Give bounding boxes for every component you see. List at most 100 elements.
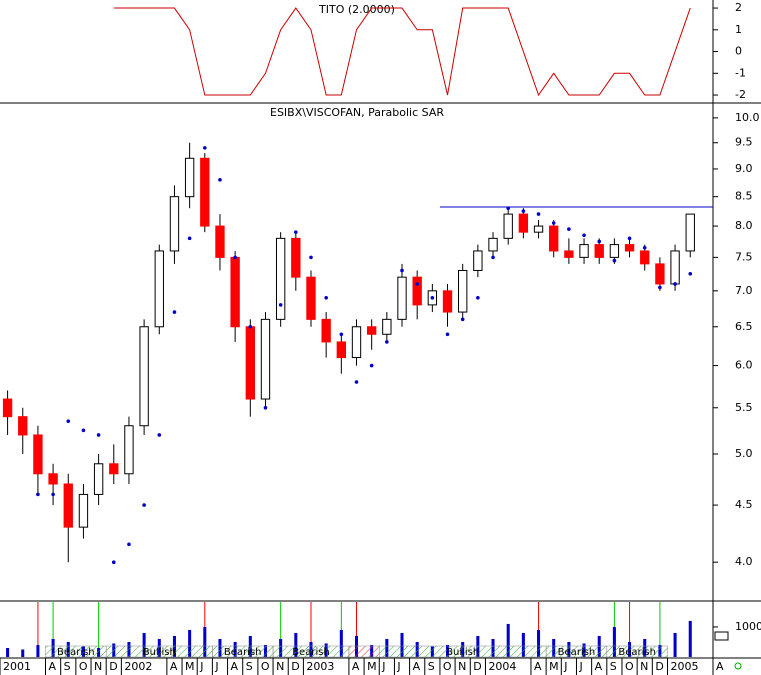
sar-dot — [233, 255, 237, 260]
candle-body — [503, 213, 513, 239]
sar-dot — [491, 255, 495, 260]
y-tick-label: 10000 — [735, 620, 761, 633]
sar-dot — [278, 303, 283, 307]
y-tick-label: -2 — [735, 88, 746, 101]
sar-dot — [354, 380, 359, 384]
candle-body — [351, 326, 362, 359]
sar-dot — [36, 492, 40, 497]
x-tick-label: O — [625, 660, 634, 673]
sar-dot — [157, 433, 162, 437]
candle-body — [230, 256, 240, 328]
candle-body — [336, 341, 347, 359]
y-tick-label: 9.0 — [735, 162, 753, 175]
x-tick-label: S — [246, 660, 253, 673]
volume-bar — [36, 644, 40, 657]
candle-body — [685, 213, 695, 252]
candle-body — [382, 318, 392, 335]
x-tick-label: J — [214, 660, 218, 673]
x-tick-label: N — [640, 660, 648, 673]
x-tick-label: N — [94, 660, 102, 673]
sar-dot — [400, 268, 404, 273]
sar-dot — [218, 178, 222, 182]
regime-band — [348, 645, 380, 658]
candle-body — [184, 157, 195, 198]
regime-label: Bullish — [446, 647, 479, 658]
x-tick-label: N — [276, 660, 284, 673]
candle-body — [33, 434, 43, 475]
x-tick-label: 2003 — [306, 660, 334, 673]
sar-dot — [81, 428, 86, 433]
volume-bar — [506, 623, 510, 657]
candle-body — [488, 237, 498, 252]
x-tick-label: M — [549, 660, 559, 673]
candle-body — [321, 318, 331, 343]
candle-body — [397, 276, 407, 320]
candle-body — [124, 425, 134, 475]
volume-bar — [673, 632, 677, 657]
x-tick-label: 2004 — [488, 660, 516, 673]
y-tick-label: 7.5 — [735, 250, 753, 263]
x-tick-label: A — [534, 660, 542, 673]
x-tick-label: S — [428, 660, 435, 673]
candle-body — [306, 276, 316, 320]
x-tick-label: D — [655, 660, 663, 673]
y-tick-label: 9.5 — [735, 136, 753, 149]
candle-body — [640, 250, 650, 265]
sar-dot — [415, 282, 419, 286]
candle-body — [518, 213, 529, 233]
candle-body — [78, 493, 89, 528]
candle-body — [93, 463, 104, 495]
x-tick-label: N — [458, 660, 466, 673]
regime-label: Bearish — [292, 647, 330, 658]
candle-body — [200, 157, 210, 227]
x-tick-label: J — [381, 660, 385, 673]
y-tick-label: 7.0 — [735, 284, 753, 297]
candle-body — [655, 263, 665, 285]
volume-bar — [537, 629, 541, 657]
candle-body — [2, 398, 13, 418]
candle-body — [458, 269, 468, 313]
volume-bar — [6, 647, 10, 657]
x-tick-label: 2002 — [124, 660, 152, 673]
x-tick-label: O — [443, 660, 452, 673]
regime-label: Bullish — [143, 647, 176, 658]
regime-label: Bearish — [224, 647, 262, 658]
y-tick-label: 8.0 — [735, 219, 753, 232]
candle-body — [609, 244, 620, 258]
candle-body — [579, 244, 589, 258]
sar-dot — [476, 296, 480, 300]
x-tick-label: O — [261, 660, 270, 673]
candle-body — [533, 225, 544, 233]
x-tick-label: A — [231, 660, 239, 673]
y-tick-label: -1 — [735, 66, 746, 79]
candle-body — [670, 250, 680, 285]
sar-dot — [187, 236, 192, 241]
x-tick-label: J — [578, 660, 582, 673]
volume-bar — [688, 620, 692, 657]
candle-body — [564, 250, 574, 258]
x-tick-label: 2001 — [3, 660, 31, 673]
sar-dot — [582, 233, 586, 238]
sar-dot — [309, 255, 313, 260]
volume-bar — [21, 649, 25, 657]
sar-dot — [597, 239, 602, 244]
y-tick-label: 6.5 — [735, 320, 753, 333]
candle-body — [63, 483, 73, 528]
sar-dot — [567, 227, 571, 231]
sar-dot — [536, 212, 541, 216]
sar-dot — [202, 146, 207, 150]
sar-dot — [96, 433, 101, 437]
sar-dot — [172, 310, 177, 314]
sar-dot — [551, 221, 556, 225]
candle-body — [245, 326, 255, 400]
x-tick-label: A — [595, 660, 603, 673]
x-tick-label: D — [291, 660, 299, 673]
candle-body — [412, 276, 422, 306]
y-tick-label: 2 — [735, 1, 742, 14]
x-tick-label: A — [716, 660, 724, 673]
candle-body — [169, 196, 180, 252]
y-tick-label: 4.0 — [735, 555, 753, 568]
sar-dot — [66, 419, 71, 423]
y-tick-label: 1 — [735, 23, 742, 36]
